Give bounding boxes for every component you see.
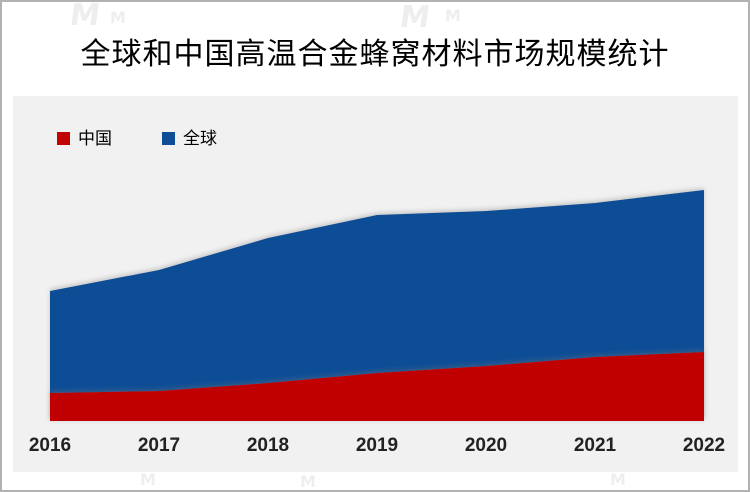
chart-title: 全球和中国高温合金蜂窝材料市场规模统计 [80, 38, 670, 71]
watermark-text: M [140, 470, 162, 489]
x-axis-label-2018: 2018 [246, 435, 290, 456]
x-axis-label-2020: 2020 [464, 435, 508, 456]
x-axis-label-2016: 2016 [28, 435, 72, 456]
x-axis-label-2017: 2017 [137, 435, 181, 456]
watermark-text: M [610, 470, 632, 489]
x-axis-label-2021: 2021 [573, 435, 617, 456]
x-axis: 2016 2017 2018 2019 2020 2021 2022 [13, 434, 738, 458]
area-chart [50, 190, 704, 421]
watermark-text: M [110, 8, 132, 27]
x-axis-label-2019: 2019 [355, 435, 399, 456]
watermark-text: M [300, 472, 322, 491]
legend-marker [162, 132, 175, 145]
legend-item-中国: 中国 [57, 130, 112, 147]
legend-item-全球: 全球 [162, 130, 217, 147]
watermark-text: M [445, 6, 467, 25]
legend-label: 中国 [78, 129, 112, 148]
area-series-中国 [50, 352, 704, 421]
chart-plot-area: 中国 全球 2016 2017 2018 2019 2020 2021 2022 [13, 96, 738, 472]
legend-marker [57, 132, 70, 145]
x-axis-label-2022: 2022 [682, 435, 726, 456]
chart-legend: 中国 全球 [57, 130, 217, 147]
legend-label: 全球 [183, 129, 217, 148]
